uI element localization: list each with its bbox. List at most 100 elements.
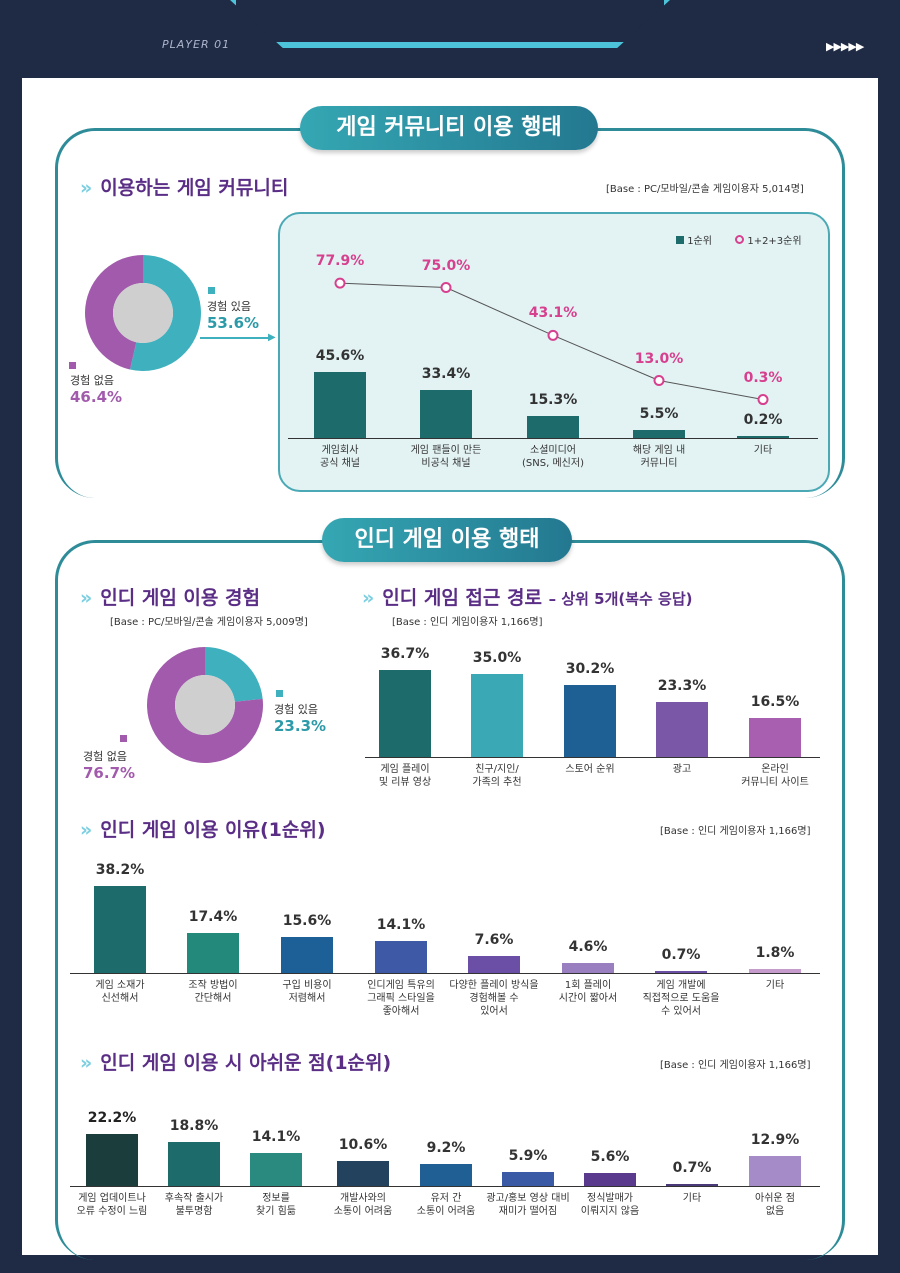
legend-line-icon (735, 235, 745, 244)
value-label: 15.6% (282, 913, 332, 930)
bar (94, 885, 146, 973)
bar (86, 1133, 138, 1186)
exp-subtitle: » 인디 게임 이용 경험 (80, 583, 260, 610)
bar (250, 1152, 302, 1186)
category-label: 광고/홍보 영상 대비 재미가 떨어짐 (486, 1193, 570, 1217)
value-label: 10.6% (338, 1137, 388, 1154)
category-label: 게임회사 공식 채널 (320, 445, 360, 469)
category-label: 정보를 찾기 힘듦 (256, 1193, 296, 1217)
value-label: 16.5% (750, 693, 800, 710)
category-label: 기타 (682, 1193, 702, 1204)
regret-subtitle: » 인디 게임 이용 시 아쉬운 점(1순위) (80, 1048, 391, 1075)
legend-marker (120, 735, 127, 742)
line-point (547, 329, 559, 341)
category-label: 스토어 순위 (565, 764, 615, 775)
bar (562, 962, 614, 973)
arrow-icon: ▶ (268, 332, 276, 343)
line-value-label: 77.9% (315, 253, 365, 270)
category-label: 인디게임 특유의 그래픽 스타일을 좋아해서 (367, 980, 435, 1017)
bar (375, 940, 427, 973)
category-label: 기타 (753, 445, 773, 456)
donut1-no-label: 경험 없음 (70, 374, 114, 387)
legend-rank1: 1순위 (687, 236, 712, 247)
value-label: 5.6% (590, 1148, 630, 1165)
category-label: 아쉬운 점 없음 (755, 1193, 795, 1217)
value-label: 5.5% (639, 406, 679, 423)
legend-marker (69, 362, 76, 369)
value-label: 7.6% (474, 931, 514, 948)
line-value-label: 43.1% (528, 305, 578, 322)
bar (749, 717, 801, 757)
category-label: 기타 (765, 980, 785, 991)
route-base: [Base : 인디 게임이용자 1,166명] (392, 617, 543, 628)
category-label: 후속작 출시가 불투명함 (164, 1193, 224, 1217)
arrows-icon: ▶▶▶▶▶ (826, 40, 864, 53)
value-label: 35.0% (472, 650, 522, 667)
line-series (334, 277, 769, 406)
value-label: 22.2% (87, 1109, 137, 1126)
arrow-connector (200, 337, 272, 339)
value-label: 30.2% (565, 661, 615, 678)
pie-slice (147, 647, 263, 763)
category-label: 게임 개발에 직접적으로 도움을 수 있어서 (642, 980, 720, 1017)
x-axis (70, 973, 820, 974)
legend-marker (276, 690, 283, 697)
regret-base: [Base : 인디 게임이용자 1,166명] (660, 1060, 811, 1071)
donut1-yes-label: 경험 있음 (207, 300, 251, 313)
category-label: 1회 플레이 시간이 짧아서 (558, 980, 618, 1004)
bar (655, 971, 707, 973)
subtitle-text: 인디 게임 이용 이유(1순위) (100, 819, 326, 841)
bar (187, 933, 239, 973)
chevron-icon: » (362, 587, 375, 609)
pie-slice (129, 255, 201, 371)
donut2-no-pct: 76.7% (83, 764, 136, 782)
value-label: 5.9% (508, 1148, 548, 1165)
subtitle-text: 인디 게임 접근 경로 (382, 587, 542, 609)
bar (584, 1172, 636, 1186)
exp-base: [Base : PC/모바일/콘솔 게임이용자 5,009명] (110, 617, 308, 628)
donut1-yes-pct: 53.6% (207, 314, 260, 332)
category-label: 친구/지인/ 가족의 추천 (472, 764, 522, 788)
value-label: 0.7% (672, 1160, 712, 1176)
value-label: 12.9% (750, 1131, 800, 1148)
subtitle-text: 이용하는 게임 커뮤니티 (100, 177, 289, 199)
x-axis (365, 757, 820, 758)
x-axis (288, 438, 818, 439)
indie-donut (147, 647, 263, 767)
subtitle-text: 인디 게임 이용 경험 (100, 587, 260, 609)
donut-center-icon (175, 675, 235, 735)
bar (749, 968, 801, 973)
bar (420, 1164, 472, 1186)
player-label: PLAYER 01 (162, 38, 231, 51)
bar (737, 436, 789, 438)
donut1-no-pct: 46.4% (70, 388, 123, 406)
value-label: 18.8% (169, 1117, 219, 1134)
line (339, 282, 764, 401)
bar (656, 701, 708, 757)
category-label: 소셜미디어 (SNS, 메신저) (522, 445, 584, 469)
category-label: 조작 방법이 간단해서 (188, 980, 238, 1004)
bar (420, 389, 472, 438)
category-label: 광고 (672, 764, 692, 775)
bar (468, 955, 520, 973)
chevron-icon: » (80, 1052, 93, 1074)
community-donut (84, 255, 201, 375)
legend-bar-icon (676, 236, 684, 244)
value-label: 23.3% (657, 677, 707, 694)
category-label: 게임 소재가 신선해서 (95, 980, 145, 1004)
category-label: 온라인 커뮤니티 사이트 (741, 764, 809, 788)
line-value-label: 0.3% (743, 369, 783, 386)
category-label: 개발사와의 소통이 어려움 (333, 1193, 393, 1217)
bar (749, 1155, 801, 1186)
bar (527, 415, 579, 438)
bar (281, 937, 333, 973)
line-value-label: 13.0% (634, 350, 684, 367)
category-label: 유저 간 소통이 어려움 (416, 1193, 476, 1217)
donut2-yes-label: 경험 있음 (274, 703, 318, 716)
legend-rank123: 1+2+3순위 (747, 236, 802, 247)
value-label: 15.3% (528, 391, 578, 408)
line-value-label: 75.0% (421, 257, 471, 274)
chevron-icon: » (80, 819, 93, 841)
donut2-no-label: 경험 없음 (83, 750, 127, 763)
bar (633, 430, 685, 438)
